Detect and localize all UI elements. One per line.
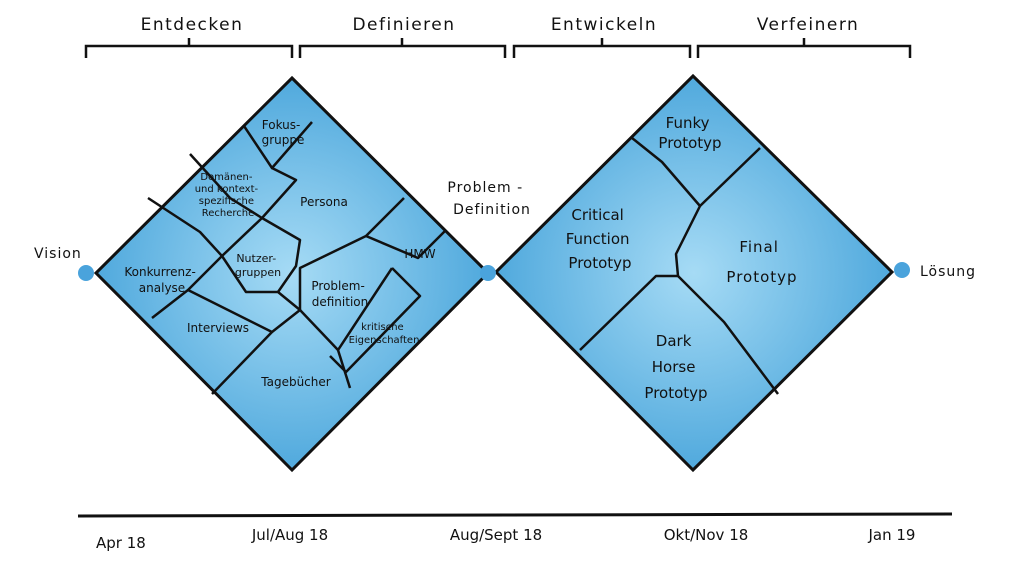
cell-persona: Persona [300,195,348,209]
diamond1-dividers [147,121,447,395]
cell-funky-prototyp: Funky Prototyp [658,114,721,152]
cell-problemdefinition: Problem- definition [311,279,368,309]
phase-label: Entwickeln [551,15,657,35]
phase-label: Definieren [352,15,455,35]
cell-dark-horse-prototyp: Dark Horse Prototyp [644,332,707,402]
diamond2-dividers [579,137,779,395]
cell-nutzergruppen: Nutzer- gruppen [235,252,281,279]
timeline-label: Apr 18 [96,534,146,552]
loesung-label: Lösung [920,264,976,280]
vision-dot [78,265,94,281]
loesung-dot [894,262,910,278]
cell-domaenenrecherche: Domänen- und kontext- spezifische Recher… [195,172,262,219]
cell-fokusgruppe: Fokus- gruppe [262,118,305,147]
phase-brackets [84,38,912,58]
problem-definition-label: Problem - Definition [447,180,531,218]
problem-definition-dot [480,265,496,281]
timeline-label: Jul/Aug 18 [251,526,328,544]
phase-label: Verfeinern [757,15,860,35]
diamond-develop-deliver [493,73,895,473]
timeline-label: Aug/Sept 18 [450,526,542,544]
vision-label: Vision [34,246,82,262]
timeline-label: Okt/Nov 18 [664,526,749,544]
cell-final-prototyp: Final Prototyp [726,238,797,286]
cell-kritische-eigenschaften: kritische Eigenschaften [349,322,420,346]
cell-hmw: HMW [404,247,435,261]
timeline-axis [77,512,953,518]
cell-tagebuecher: Tagebücher [260,375,331,389]
timeline-label: Jan 19 [868,526,916,544]
bracket-definieren [298,38,507,58]
bracket-entdecken [84,38,294,58]
phase-label: Entdecken [141,15,244,35]
cell-critical-function-prototyp: Critical Function Prototyp [566,206,635,272]
cell-konkurrenzanalyse: Konkurrenz- analyse [124,265,199,295]
bracket-entwickeln [512,38,692,58]
bracket-verfeinern [696,38,912,58]
cell-interviews: Interviews [187,321,249,335]
